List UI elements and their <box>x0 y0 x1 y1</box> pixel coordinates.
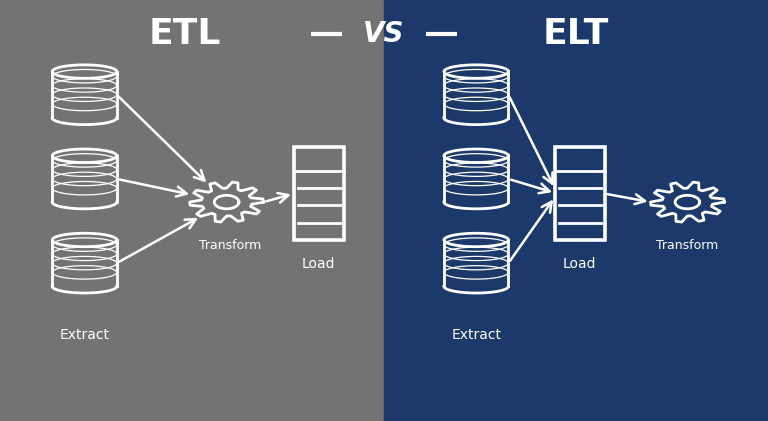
Polygon shape <box>52 65 117 78</box>
Polygon shape <box>444 240 508 286</box>
Polygon shape <box>52 72 117 118</box>
Text: VS: VS <box>363 20 405 48</box>
Text: Transform: Transform <box>656 239 719 252</box>
Polygon shape <box>52 156 117 202</box>
Text: Load: Load <box>563 257 597 271</box>
Polygon shape <box>52 240 117 286</box>
Text: ETL: ETL <box>148 17 220 51</box>
Text: Extract: Extract <box>59 328 110 342</box>
Polygon shape <box>444 156 508 202</box>
Bar <box>554 147 605 240</box>
Text: Load: Load <box>302 257 336 271</box>
Polygon shape <box>650 182 724 222</box>
Polygon shape <box>52 149 117 163</box>
Bar <box>554 147 605 240</box>
Polygon shape <box>444 72 508 118</box>
Polygon shape <box>214 195 239 209</box>
Polygon shape <box>444 233 508 247</box>
Bar <box>293 147 344 240</box>
Polygon shape <box>190 182 263 222</box>
Text: ELT: ELT <box>543 17 609 51</box>
Polygon shape <box>444 65 508 78</box>
Bar <box>384 0 768 421</box>
Text: Extract: Extract <box>451 328 502 342</box>
Polygon shape <box>675 195 700 209</box>
Bar <box>0 0 384 421</box>
Text: Transform: Transform <box>199 239 262 252</box>
Bar <box>293 147 344 240</box>
Polygon shape <box>52 233 117 247</box>
Polygon shape <box>444 149 508 163</box>
